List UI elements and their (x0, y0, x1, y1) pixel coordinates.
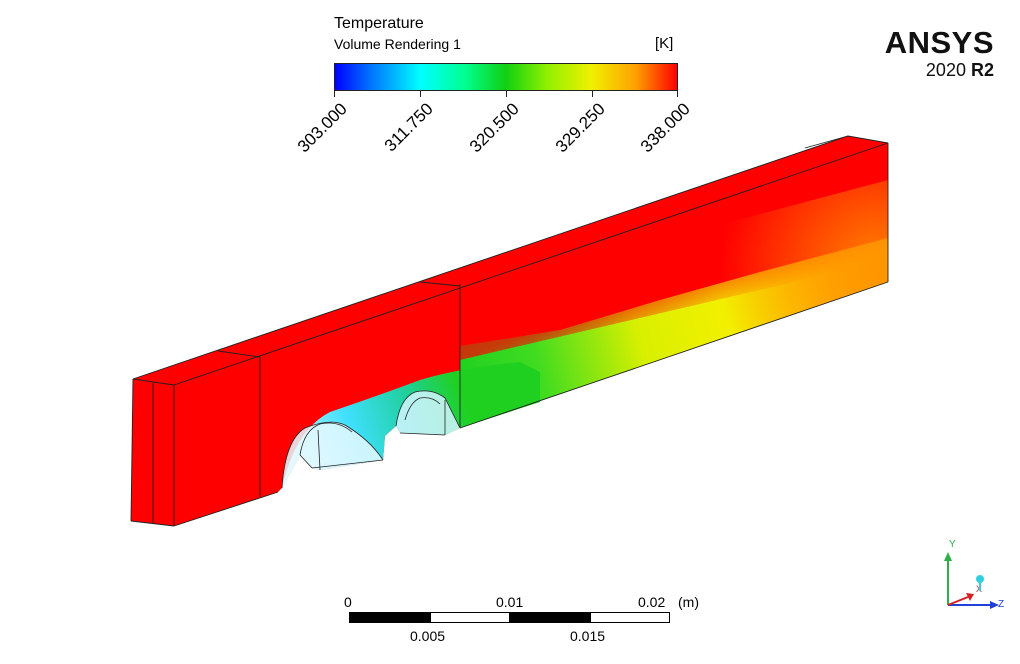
ansys-logo: ANSYS (884, 25, 994, 60)
scale-bar-segment (349, 612, 430, 623)
channel-edges (281, 390, 461, 489)
scale-label-top: 0.02 (638, 594, 666, 610)
scale-label-top: 0.01 (496, 594, 524, 610)
y-axis-arrow-icon (944, 552, 952, 561)
scale-bar-segment (510, 612, 590, 623)
x-axis-arrow-icon (966, 593, 974, 601)
axis-triad[interactable]: Y Z X (930, 535, 1010, 615)
y-axis-label: Y (949, 539, 956, 550)
temperature-colorbar (334, 63, 678, 91)
scale-unit: (m) (678, 594, 699, 610)
colorbar-tick-mark (592, 91, 593, 97)
scale-label-top: 0 (344, 594, 352, 610)
colorbar-tick-mark (506, 91, 507, 97)
version-year: 2020 (925, 60, 966, 80)
geometry-edges (130, 135, 889, 527)
ansys-version: 2020 R2 (926, 60, 994, 80)
colorbar-tick-mark (420, 91, 421, 97)
version-release: R2 (970, 60, 994, 80)
scale-label-bottom: 0.005 (410, 628, 446, 644)
legend-unit: [K] (655, 35, 674, 52)
scale-bar-segment (430, 612, 510, 623)
channel-hole-2 (396, 390, 460, 435)
z-axis-label: Z (998, 599, 1004, 610)
z-axis-arrow-icon (990, 601, 999, 609)
scale-bar-segment (590, 612, 670, 623)
legend-title: Temperature (334, 15, 424, 32)
temperature-corner-orange (700, 180, 888, 345)
legend-subtitle: Volume Rendering 1 (334, 36, 461, 52)
triad-origin-icon (976, 575, 984, 583)
channel-hole-1 (282, 422, 383, 488)
x-axis-line (947, 596, 969, 606)
colorbar-tick-mark (677, 91, 678, 97)
scale-label-bottom: 0.015 (570, 628, 606, 644)
colorbar-tick-mark (334, 91, 335, 97)
